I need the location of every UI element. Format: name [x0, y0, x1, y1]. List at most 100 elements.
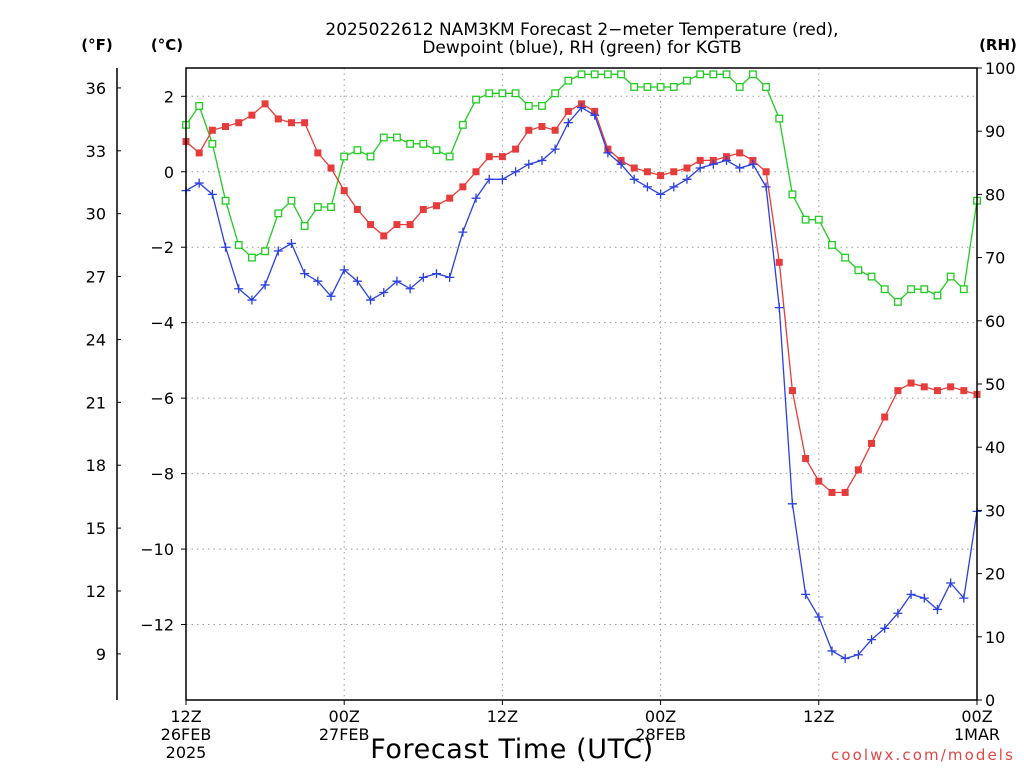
dewpoint-point — [577, 103, 586, 113]
relative-humidity-point — [867, 272, 876, 281]
celsius-tick-label: −12 — [140, 616, 174, 635]
temperature-point — [512, 145, 520, 153]
dewpoint-point — [511, 167, 521, 177]
dewpoint-series — [181, 103, 982, 663]
temperature-point — [683, 164, 691, 172]
temperature-point — [630, 164, 638, 172]
watermark-text: coolwx.com/models — [831, 746, 1015, 764]
relative-humidity-point — [538, 101, 546, 110]
time-tick-label-line: 1MAR — [954, 725, 1000, 744]
rh-tick-label: 90 — [985, 122, 1005, 141]
relative-humidity-point — [630, 83, 639, 91]
dewpoint-point — [524, 159, 534, 169]
temperature-point — [538, 122, 546, 130]
temperature-point — [195, 149, 203, 157]
dewpoint-point — [234, 284, 244, 294]
dewpoint-point — [484, 174, 494, 184]
celsius-tick-label: −8 — [150, 465, 174, 484]
dewpoint-point — [603, 148, 613, 158]
fahrenheit-tick-label: 12 — [86, 582, 106, 601]
rh-tick-label: 10 — [985, 628, 1005, 647]
temperature-point — [525, 126, 533, 134]
temperature-point — [868, 439, 876, 447]
relative-humidity-point — [472, 95, 480, 104]
relative-humidity-point — [485, 89, 494, 98]
dewpoint-point — [669, 182, 679, 192]
rh-tick-label: 50 — [985, 375, 1005, 394]
temperature-point — [419, 205, 427, 213]
dewpoint-point — [431, 269, 441, 279]
rh-tick-label: 30 — [985, 501, 1005, 520]
relative-humidity-point — [247, 253, 256, 262]
temperature-series — [182, 100, 981, 496]
rh-tick-label: 100 — [985, 59, 1016, 78]
temperature-point — [327, 164, 335, 172]
dewpoint-point — [959, 593, 969, 603]
dewpoint-point — [458, 227, 468, 237]
relative-humidity-point — [340, 152, 349, 161]
temperature-point — [775, 258, 783, 266]
relative-humidity-point — [709, 70, 718, 79]
relative-humidity-point — [234, 241, 243, 249]
dewpoint-point — [853, 650, 863, 660]
time-tick-label-line: 00Z — [961, 707, 992, 726]
time-tick-label: 12Z 26FEB 2025 — [161, 707, 212, 762]
dewpoint-point — [418, 272, 428, 282]
time-tick-label-line: 12Z — [170, 707, 201, 726]
x-axis-title: Forecast Time (UTC) — [370, 734, 654, 765]
temperature-point — [261, 100, 269, 108]
relative-humidity-point — [287, 196, 296, 205]
fahrenheit-tick-label: 15 — [86, 519, 106, 538]
dewpoint-point — [445, 272, 455, 282]
dewpoint-point — [722, 155, 732, 165]
relative-humidity-point — [524, 101, 533, 110]
relative-humidity-point — [762, 83, 771, 91]
relative-humidity-point — [893, 297, 902, 306]
temperature-point — [314, 149, 322, 157]
time-tick-label-line: 00Z — [329, 707, 360, 726]
temperature-point — [248, 111, 256, 119]
temperature-point — [301, 119, 309, 127]
temperature-point — [393, 221, 401, 229]
time-tick-label-line: 12Z — [803, 707, 834, 726]
time-tick-label-line: 00Z — [645, 707, 676, 726]
relative-humidity-point — [669, 83, 678, 91]
fahrenheit-tick-label: 18 — [86, 456, 106, 475]
relative-humidity-point — [907, 285, 916, 294]
dewpoint-point — [708, 159, 718, 169]
relative-humidity-point — [814, 215, 823, 224]
relative-humidity-point — [880, 285, 889, 294]
temperature-point — [907, 379, 915, 387]
temperature-point — [881, 413, 889, 421]
time-tick-label: 12Z — [803, 707, 834, 726]
temperature-point — [854, 466, 862, 474]
dewpoint-point — [774, 303, 784, 313]
relative-humidity-point — [511, 89, 520, 98]
dewpoint-point — [827, 646, 837, 656]
relative-humidity-point — [274, 209, 283, 218]
dewpoint-point — [339, 265, 349, 275]
relative-humidity-point — [208, 139, 217, 148]
temperature-point — [472, 168, 480, 176]
relative-humidity-point — [959, 285, 968, 294]
dewpoint-point — [379, 288, 389, 298]
celsius-tick-label: 2 — [164, 87, 174, 106]
relative-humidity-point — [788, 190, 797, 199]
temperature-point — [657, 172, 665, 180]
relative-humidity-point — [445, 152, 454, 161]
relative-humidity-point — [920, 285, 929, 294]
relative-humidity-point — [590, 70, 599, 79]
time-tick-label: 00Z 1MAR — [954, 707, 1000, 744]
relative-humidity-point — [432, 146, 441, 155]
relative-humidity-point — [551, 89, 560, 98]
fahrenheit-tick-label: 27 — [86, 268, 106, 287]
rh-tick-label: 40 — [985, 438, 1005, 457]
relative-humidity-point — [195, 101, 204, 110]
relative-humidity-point — [419, 139, 428, 148]
temperature-point — [222, 122, 230, 130]
time-tick-label: 00Z 27FEB — [319, 707, 370, 744]
fahrenheit-axis-label: (°F) — [81, 36, 113, 54]
dewpoint-point — [946, 578, 956, 588]
dewpoint-point — [629, 174, 639, 184]
